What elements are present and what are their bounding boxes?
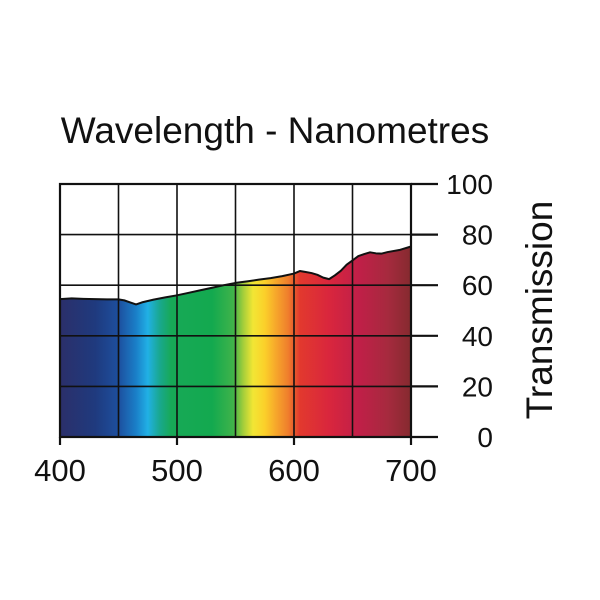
plot-frame bbox=[58, 182, 413, 439]
x-tick-label: 600 bbox=[268, 453, 320, 488]
x-tick-label: 500 bbox=[151, 453, 203, 488]
plot-area bbox=[58, 182, 413, 439]
y-tick-label: 40 bbox=[462, 321, 493, 352]
y-axis-label: Transmission bbox=[519, 201, 560, 420]
y-tick-label: 60 bbox=[462, 270, 493, 301]
y-tick-label: 80 bbox=[462, 220, 493, 251]
x-tick-label: 400 bbox=[34, 453, 86, 488]
y-tick-label: 20 bbox=[462, 371, 493, 402]
y-tick-label: 100 bbox=[446, 169, 493, 200]
y-tick-label: 0 bbox=[477, 422, 493, 453]
chart-title: Wavelength - Nanometres bbox=[61, 110, 489, 151]
x-tick-labels: 400 500 600 700 bbox=[34, 437, 437, 488]
transmission-line bbox=[59, 245, 412, 306]
y-tick-labels: 0 20 40 60 80 100 bbox=[411, 169, 493, 453]
x-tick-label: 700 bbox=[385, 453, 437, 488]
